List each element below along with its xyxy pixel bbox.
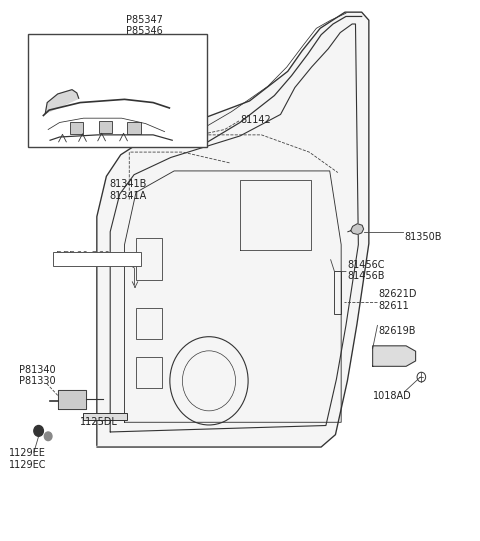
Text: 1125DL: 1125DL [80, 417, 118, 427]
Text: REF.60-760: REF.60-760 [56, 251, 110, 261]
Bar [53, 252, 141, 266]
Bar [99, 121, 112, 133]
Polygon shape [97, 12, 369, 447]
Text: 82621D
82611: 82621D 82611 [378, 289, 417, 311]
Bar [70, 122, 84, 134]
Bar [136, 238, 162, 280]
Text: 81142: 81142 [240, 115, 271, 125]
Bar [136, 308, 162, 339]
Polygon shape [372, 346, 416, 366]
Polygon shape [58, 390, 86, 410]
Text: 81350B: 81350B [405, 232, 442, 242]
Bar [127, 122, 141, 134]
Text: 82652L
82652R: 82652L 82652R [109, 49, 147, 70]
Polygon shape [351, 223, 364, 234]
Text: 1129EE
1129EC: 1129EE 1129EC [9, 448, 47, 470]
Text: P81340
P81330: P81340 P81330 [19, 365, 56, 386]
Circle shape [34, 426, 43, 436]
Text: 81341B
81341A: 81341B 81341A [109, 179, 146, 201]
Text: 1018AD: 1018AD [373, 391, 412, 401]
Circle shape [44, 432, 52, 440]
Text: 81456C
81456B: 81456C 81456B [348, 260, 385, 281]
Polygon shape [45, 90, 79, 113]
Text: 82619B: 82619B [378, 326, 416, 336]
Bar [28, 34, 206, 147]
Bar [136, 357, 162, 388]
Text: P85347
P85346: P85347 P85346 [126, 15, 163, 36]
Bar [84, 413, 127, 420]
